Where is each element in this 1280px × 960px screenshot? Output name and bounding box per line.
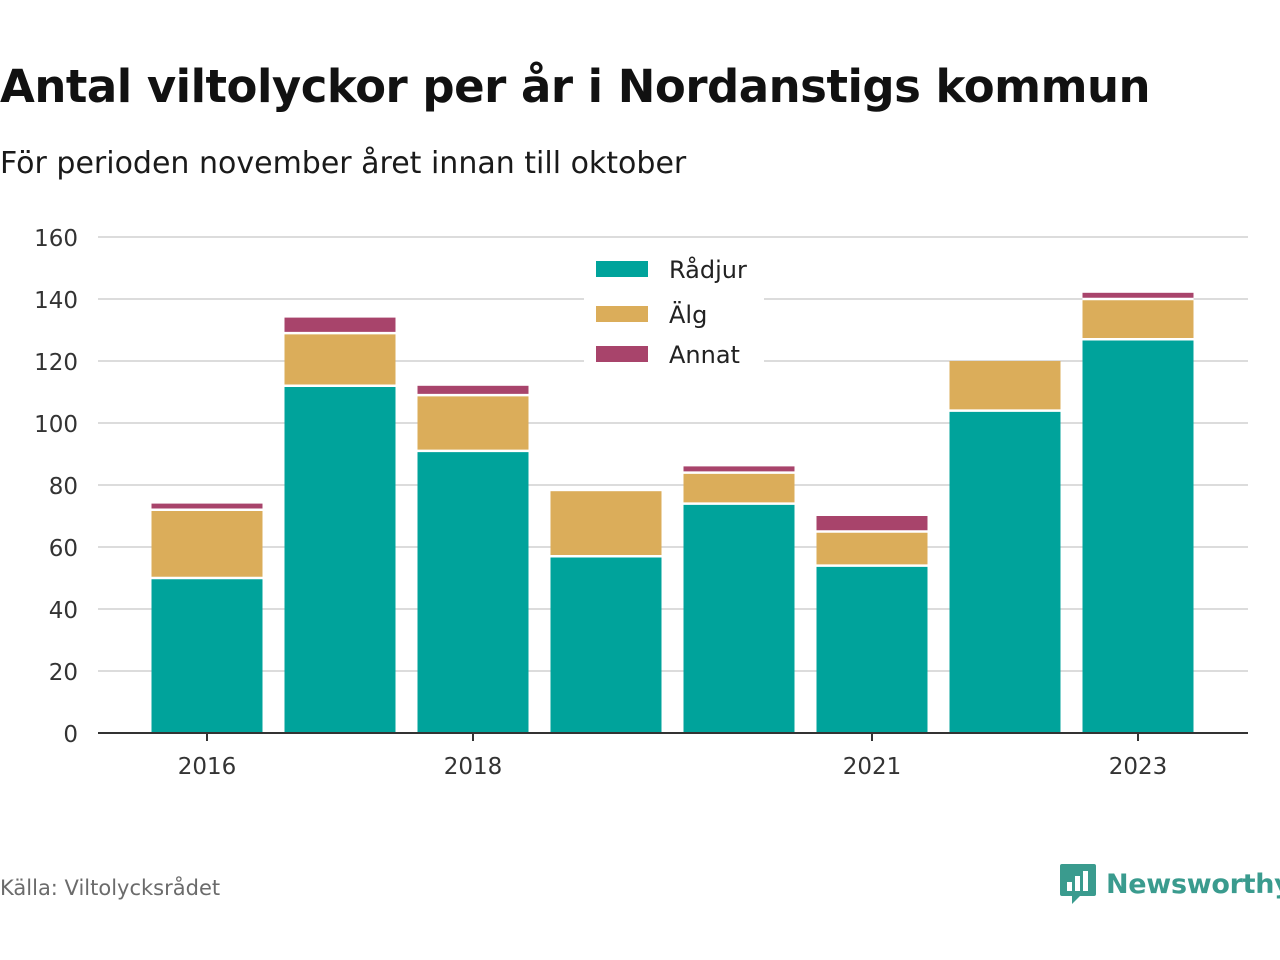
y-tick-label: 20	[49, 660, 78, 686]
y-axis-ticks: 0 20 40 60 80 100 120 140 160	[34, 226, 78, 748]
bar-segment	[284, 385, 396, 733]
legend-label: Rådjur	[669, 255, 747, 284]
bar-segment	[417, 395, 529, 451]
legend-label: Annat	[669, 341, 740, 369]
bar-segment	[816, 516, 928, 532]
bar-segment	[550, 556, 662, 733]
bars	[151, 292, 1194, 733]
x-tick-label: 2023	[1109, 754, 1168, 780]
bar-stack-2022	[949, 361, 1061, 733]
y-tick-label: 140	[34, 288, 78, 314]
bar-segment	[417, 385, 529, 396]
x-tick-label: 2021	[843, 754, 902, 780]
y-tick-label: 0	[63, 722, 78, 748]
bar-segment	[683, 466, 795, 473]
x-axis: 2016 2018 2021 2023	[98, 732, 1248, 780]
y-tick-label: 40	[49, 598, 78, 624]
bar-stack-2017	[284, 317, 396, 733]
bar-segment	[949, 361, 1061, 411]
brand-logo: Newsworthy	[1058, 862, 1280, 906]
bar-segment	[683, 472, 795, 504]
bar-segment	[284, 333, 396, 386]
bar-segment	[1082, 339, 1194, 733]
bar-segment	[151, 578, 263, 733]
legend-swatch	[596, 306, 648, 322]
bar-stack-2018	[417, 385, 529, 733]
bar-stack-2023	[1082, 292, 1194, 733]
y-tick-label: 60	[49, 536, 78, 562]
bar-stack-2021	[816, 516, 928, 733]
bar-segment	[284, 317, 396, 334]
chart-title: Antal viltolyckor per år i Nordanstigs k…	[0, 60, 1151, 113]
legend: Rådjur Älg Annat	[584, 250, 764, 369]
bar-segment	[550, 491, 662, 557]
legend-swatch	[596, 346, 648, 362]
newsworthy-logo-icon	[1060, 864, 1096, 904]
bar-segment	[1082, 299, 1194, 340]
brand-name: Newsworthy	[1106, 868, 1280, 900]
source-note: Källa: Viltolycksrådet	[0, 876, 221, 900]
bar-segment	[816, 565, 928, 733]
bar-stack-2019	[550, 491, 662, 733]
x-tick-label: 2016	[178, 754, 237, 780]
bar-segment	[683, 503, 795, 733]
bar-segment	[417, 450, 529, 733]
bar-segment	[151, 509, 263, 578]
bar-stack-2016	[151, 503, 263, 733]
bar-stack-2020	[683, 466, 795, 733]
bar-segment	[1082, 292, 1194, 299]
bar-segment	[816, 531, 928, 566]
legend-swatch	[596, 261, 648, 277]
chart-subtitle: För perioden november året innan till ok…	[0, 146, 687, 181]
y-tick-label: 100	[34, 412, 78, 438]
y-tick-label: 160	[34, 226, 78, 252]
bar-segment	[151, 503, 263, 510]
stacked-bar-chart: 0 20 40 60 80 100 120 140 160 2016 2018 2021 2023 R…	[34, 226, 1248, 780]
legend-label: Älg	[669, 300, 707, 329]
y-tick-label: 120	[34, 350, 78, 376]
bar-segment	[949, 410, 1061, 733]
y-tick-label: 80	[49, 474, 78, 500]
x-tick-label: 2018	[444, 754, 503, 780]
